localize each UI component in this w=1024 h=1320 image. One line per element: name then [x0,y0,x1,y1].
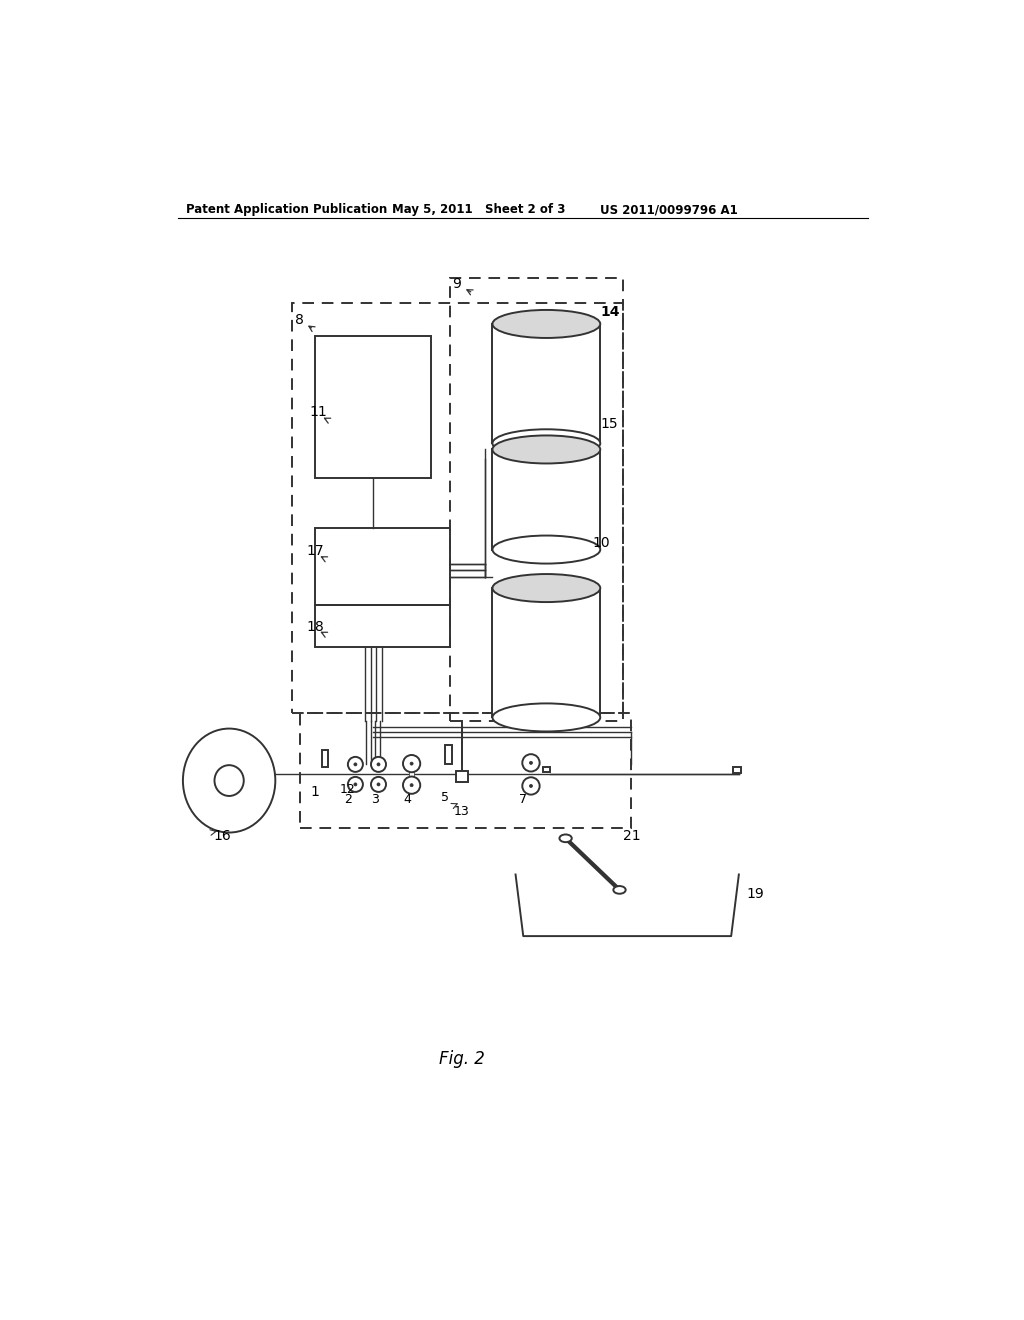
Ellipse shape [214,766,244,796]
Ellipse shape [493,436,600,463]
Text: 16: 16 [214,829,231,843]
Text: 7: 7 [519,792,527,805]
Text: 17: 17 [306,544,324,558]
Ellipse shape [403,776,420,793]
Bar [322,750,328,767]
Ellipse shape [493,536,600,564]
Text: 12: 12 [340,783,355,796]
Ellipse shape [493,704,600,731]
Ellipse shape [493,574,600,602]
Ellipse shape [354,783,357,785]
Bar [315,528,451,605]
Text: May 5, 2011   Sheet 2 of 3: May 5, 2011 Sheet 2 of 3 [392,203,565,216]
Ellipse shape [613,886,626,894]
Ellipse shape [559,834,571,842]
Bar [493,589,600,718]
Bar [292,304,624,713]
Ellipse shape [410,784,413,787]
Text: 18: 18 [306,619,324,634]
Ellipse shape [348,756,362,772]
Text: 5: 5 [440,791,449,804]
Text: 19: 19 [746,887,764,900]
Ellipse shape [493,429,600,457]
Text: 8: 8 [295,313,303,327]
Text: 9: 9 [453,277,461,290]
Bar [493,323,600,444]
Text: 2: 2 [344,792,351,805]
Ellipse shape [529,762,532,764]
Ellipse shape [529,784,532,788]
Bar [300,713,631,829]
Bar [315,605,451,647]
Ellipse shape [371,777,386,792]
Bar [451,277,624,721]
Ellipse shape [377,763,380,766]
Text: 3: 3 [372,792,379,805]
Ellipse shape [493,310,600,338]
Text: 15: 15 [600,417,617,432]
Ellipse shape [348,777,362,792]
Ellipse shape [522,777,540,795]
Bar [733,767,741,774]
Text: 13: 13 [454,805,470,818]
Bar [444,744,453,763]
Text: 11: 11 [309,405,327,420]
Bar [456,771,468,781]
Ellipse shape [371,756,386,772]
Text: Fig. 2: Fig. 2 [438,1051,484,1068]
Text: 21: 21 [624,829,641,843]
Text: US 2011/0099796 A1: US 2011/0099796 A1 [600,203,738,216]
Text: Patent Application Publication: Patent Application Publication [186,203,387,216]
Text: 1: 1 [310,785,319,799]
Text: 4: 4 [403,792,412,805]
Bar [410,763,414,785]
Text: 14: 14 [600,305,620,319]
Bar [543,767,550,772]
Bar [315,335,431,478]
Ellipse shape [354,763,357,766]
Ellipse shape [410,762,413,766]
Ellipse shape [403,755,420,772]
Ellipse shape [377,783,380,785]
Ellipse shape [183,729,275,833]
Text: 10: 10 [593,536,610,550]
Bar [493,450,600,549]
Ellipse shape [522,754,540,771]
